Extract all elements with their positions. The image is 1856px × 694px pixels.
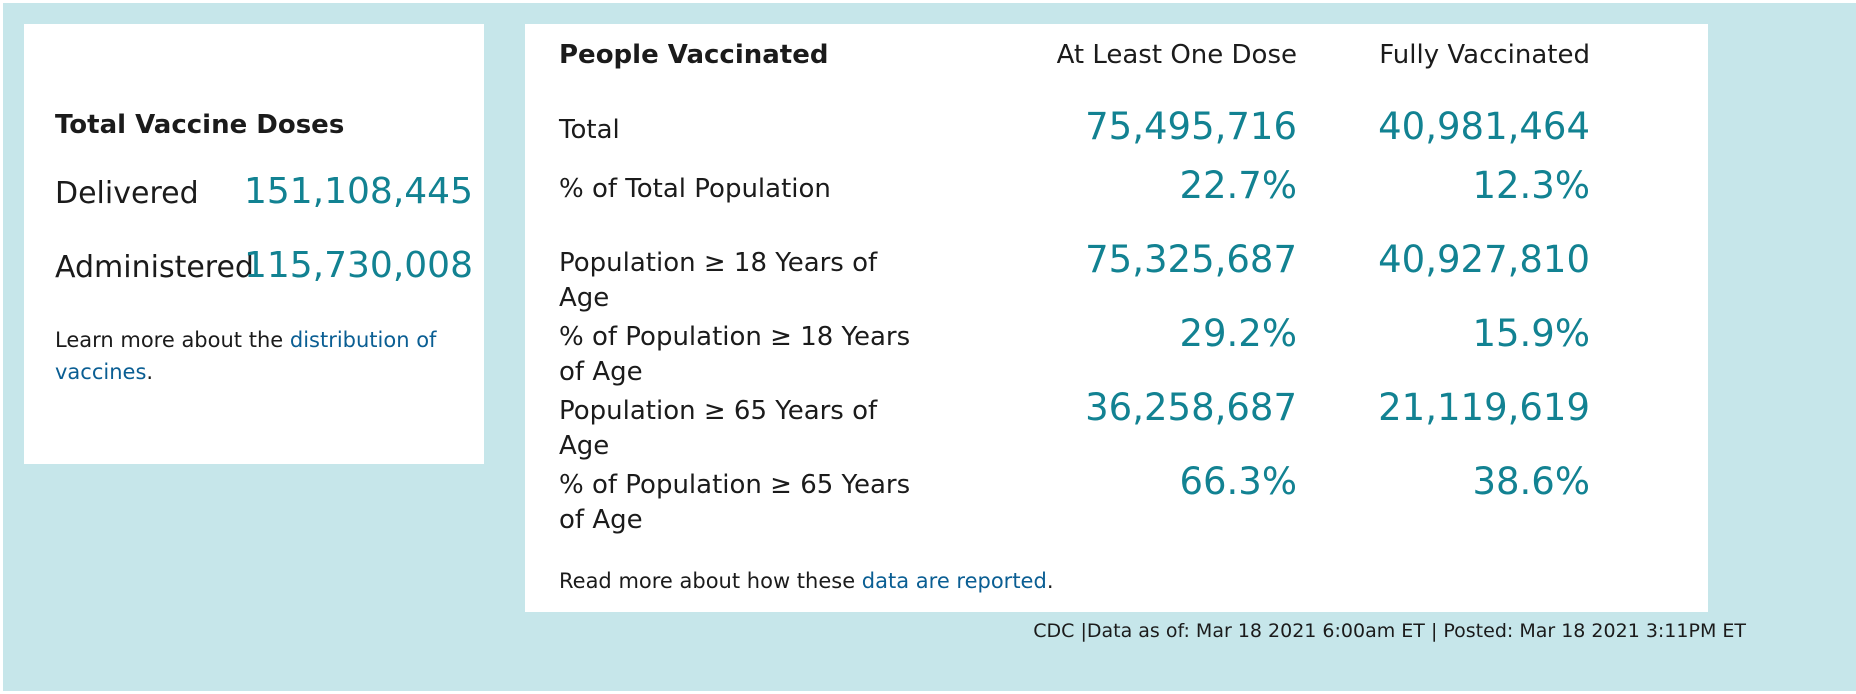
row-label-pct-total-population: % of Total Population (559, 174, 831, 204)
row-label-population-18-plus: Population ≥ 18 Years of Age (559, 248, 878, 313)
data-reported-note: Read more about how these data are repor… (559, 569, 1054, 593)
administered-label: Administered (55, 250, 254, 285)
data-source-footer: CDC |Data as of: Mar 18 2021 6:00am ET |… (1033, 620, 1746, 642)
value-fully-vaccinated-total: 40,981,464 (1378, 105, 1590, 148)
row-label-pct-population-18-plus: % of Population ≥ 18 Years of Age (559, 322, 911, 387)
value-fully-vaccinated-pct-65-plus: 38.6% (1472, 460, 1590, 503)
value-fully-vaccinated-65-plus: 21,119,619 (1378, 386, 1590, 429)
total-doses-title: Total Vaccine Doses (55, 110, 345, 140)
distribution-note-suffix: . (146, 360, 154, 384)
delivered-label: Delivered (55, 176, 199, 211)
row-label-total: Total (559, 115, 620, 145)
value-fully-vaccinated-pct-18-plus: 15.9% (1472, 312, 1590, 355)
people-vaccinated-title: People Vaccinated (559, 40, 829, 70)
column-header-fully-vaccinated: Fully Vaccinated (1379, 40, 1590, 70)
total-doses-panel: Total Vaccine Doses Delivered 151,108,44… (24, 24, 484, 464)
administered-value: 115,730,008 (243, 245, 473, 286)
value-at-least-one-dose-18-plus: 75,325,687 (1085, 238, 1297, 281)
column-header-at-least-one-dose: At Least One Dose (1056, 40, 1297, 70)
distribution-note-prefix: Learn more about the (55, 328, 290, 352)
delivered-value: 151,108,445 (243, 171, 473, 212)
data-reported-note-prefix: Read more about how these (559, 569, 862, 593)
value-at-least-one-dose-pct-18-plus: 29.2% (1179, 312, 1297, 355)
value-at-least-one-dose-total: 75,495,716 (1085, 105, 1297, 148)
distribution-link[interactable]: distribution of vaccines (55, 328, 437, 384)
row-label-population-65-plus: Population ≥ 65 Years of Age (559, 396, 878, 461)
row-label-pct-population-65-plus: % of Population ≥ 65 Years of Age (559, 470, 911, 535)
distribution-note: Learn more about the distribution of vac… (55, 324, 475, 388)
data-reported-link[interactable]: data are reported (861, 569, 1047, 593)
value-at-least-one-dose-65-plus: 36,258,687 (1085, 386, 1297, 429)
people-vaccinated-panel: People Vaccinated At Least One Dose Full… (525, 24, 1708, 612)
value-at-least-one-dose-pct-total: 22.7% (1179, 164, 1297, 207)
value-at-least-one-dose-pct-65-plus: 66.3% (1179, 460, 1297, 503)
value-fully-vaccinated-18-plus: 40,927,810 (1378, 238, 1590, 281)
page-background: Total Vaccine Doses Delivered 151,108,44… (3, 3, 1856, 691)
data-reported-note-suffix: . (1046, 569, 1054, 593)
value-fully-vaccinated-pct-total: 12.3% (1472, 164, 1590, 207)
